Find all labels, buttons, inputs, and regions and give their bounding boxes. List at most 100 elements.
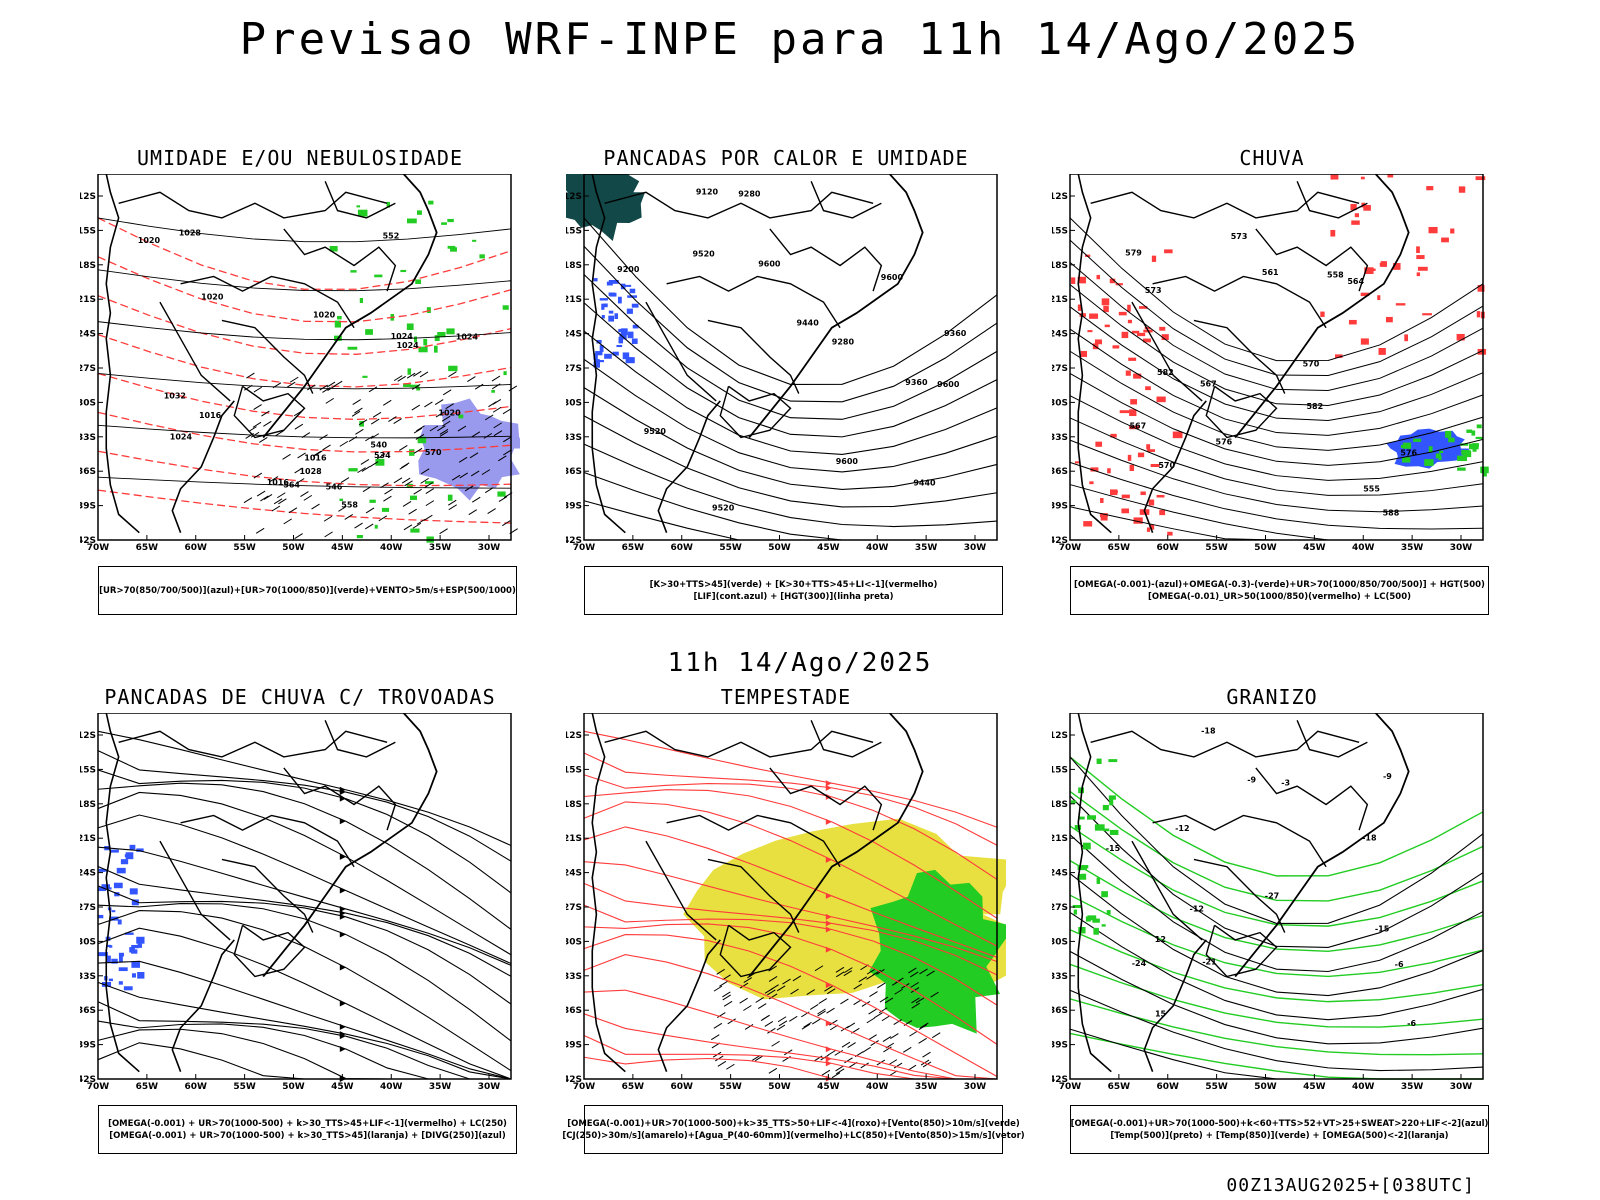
wind-vector — [416, 518, 426, 525]
humidity-area-green — [416, 387, 421, 391]
country-border — [1296, 720, 1368, 758]
country-border — [810, 720, 882, 758]
wind-vector — [879, 996, 889, 1003]
contour-label: -9 — [1383, 772, 1392, 781]
wind-vector — [393, 418, 402, 425]
contour-label: 573 — [1231, 232, 1248, 241]
lat-label: 21S — [80, 295, 96, 305]
contour-label: 582 — [1157, 368, 1174, 377]
lon-label: 70W — [1059, 543, 1082, 553]
wind-vector — [244, 384, 253, 391]
wind-vector — [915, 997, 925, 1004]
country-border — [604, 191, 874, 219]
wind-vector — [918, 1037, 927, 1044]
wind-vector — [835, 1065, 844, 1072]
country-border — [666, 275, 841, 329]
humidity-area-green — [437, 331, 446, 338]
country-border — [769, 228, 883, 292]
rain-area-red — [1426, 186, 1434, 191]
wind-vector — [827, 1049, 837, 1056]
humidity-area-green — [503, 371, 507, 376]
wind-vector — [739, 997, 748, 1004]
rain-area-red — [1146, 527, 1151, 532]
streamline — [97, 1001, 511, 1080]
rain-area-red — [1360, 292, 1370, 297]
humidity-area-green — [424, 481, 434, 484]
contour-label: 9200 — [617, 265, 640, 274]
wind-vector — [397, 375, 406, 382]
contour-line — [583, 274, 998, 420]
caption-line: [Temp(500)](preto) + [Temp(850)](verde) … — [1110, 1130, 1449, 1141]
lat-label: 30S — [566, 398, 582, 408]
wind-vector — [369, 461, 379, 468]
wind-vector — [844, 1057, 853, 1064]
wind-vector — [393, 375, 403, 382]
contour-label: 573 — [1145, 286, 1162, 295]
wind-vector — [743, 1005, 752, 1011]
lat-label: 30S — [1052, 937, 1068, 947]
wind-vector — [717, 1060, 727, 1067]
lat-label: 12S — [1052, 192, 1068, 202]
country-border — [233, 924, 306, 978]
rain-area-red — [1422, 313, 1432, 316]
lon-label: 60W — [671, 1082, 694, 1092]
lat-label: 36S — [1052, 1006, 1068, 1016]
contour-label: 1024 — [391, 332, 414, 341]
lon-label: 65W — [136, 543, 159, 553]
rain-area-red — [1416, 246, 1420, 254]
wind-vector — [508, 385, 518, 392]
lat-label: 15S — [1052, 226, 1068, 236]
rain-area-red — [1095, 441, 1103, 447]
rain-area-red — [1159, 509, 1166, 516]
contour-line — [1069, 912, 1484, 1021]
contour-line — [1069, 284, 1484, 406]
wind-vector — [365, 435, 374, 442]
rain-area-red — [1151, 255, 1157, 262]
panel-title: CHUVA — [1239, 146, 1305, 170]
rain-area-green — [1400, 444, 1407, 449]
lon-label: 55W — [719, 543, 742, 553]
wind-vector — [272, 382, 282, 389]
lat-label: 18S — [566, 800, 582, 810]
wind-vector — [826, 988, 836, 995]
wind-vector — [282, 453, 291, 460]
divergence-area — [137, 972, 145, 979]
contour-label: 1024 — [456, 332, 479, 341]
wind-vector — [458, 456, 468, 463]
rain-area-green — [1472, 443, 1479, 447]
coastline — [1077, 713, 1112, 1073]
wind-vector — [464, 485, 474, 492]
wind-vector — [722, 991, 731, 998]
lif-area — [609, 292, 617, 297]
lat-label: 39S — [566, 502, 582, 512]
coastline — [748, 713, 924, 978]
map-background — [584, 174, 997, 540]
lif-area — [604, 353, 612, 359]
rain-area-green — [1480, 466, 1489, 474]
map-frame — [583, 174, 998, 541]
wind-vector — [814, 965, 824, 972]
lat-label: 24S — [1052, 869, 1068, 879]
contour-label: 1020 — [138, 236, 161, 245]
lif-area — [632, 324, 639, 329]
temp-850-area — [1108, 795, 1116, 800]
wind-vector — [442, 389, 452, 396]
country-border — [769, 767, 883, 831]
streamline — [97, 981, 512, 1080]
wind-vector — [445, 403, 454, 410]
humidity-area-green — [447, 494, 453, 501]
wind-vector — [918, 1024, 928, 1031]
wind-vector — [488, 401, 497, 408]
lat-label: 33S — [80, 972, 96, 982]
divergence-area — [108, 945, 113, 948]
wind-vector — [250, 431, 260, 438]
country-border — [1152, 814, 1327, 868]
lif-area — [596, 339, 602, 344]
wind-vector — [368, 386, 378, 393]
rain-area-red — [1137, 452, 1145, 458]
wind-vector — [919, 968, 928, 975]
wind-vector — [861, 1000, 871, 1007]
lif-area — [621, 328, 628, 336]
streamline-arrow — [339, 964, 346, 971]
temp-850-area — [1074, 825, 1082, 830]
